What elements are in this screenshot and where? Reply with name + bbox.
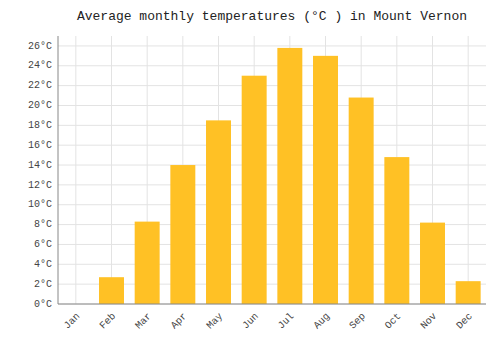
x-tick-labels: Jan Feb Mar Apr May Jun Jul Aug Sep Oct Nov Dec xyxy=(62,311,475,332)
chart: 0°C 2°C 4°C 6°C 8°C 10°C 12°C 14°C 16°C 18°C 20°C 2… xyxy=(0,0,500,350)
x-grid-line xyxy=(468,36,469,304)
bar xyxy=(420,223,445,304)
bar xyxy=(135,222,160,304)
y-grid-line xyxy=(58,184,486,185)
grid xyxy=(58,36,486,304)
x-grid-line xyxy=(75,36,76,304)
x-axis-line xyxy=(58,304,486,305)
x-tick-label: Jun xyxy=(240,311,261,332)
bars xyxy=(99,48,481,304)
y-tick-label: 8°C xyxy=(34,219,52,230)
bar xyxy=(99,277,124,304)
y-grid-line xyxy=(58,204,486,205)
bar xyxy=(456,281,481,304)
y-grid-line xyxy=(58,65,486,66)
x-tick-label: Feb xyxy=(98,311,119,332)
x-tick-label: May xyxy=(205,311,226,332)
bar xyxy=(313,56,338,304)
y-tick-label: 24°C xyxy=(28,60,52,71)
y-grid-line xyxy=(58,304,486,305)
y-tick-label: 20°C xyxy=(28,100,52,111)
y-grid-line xyxy=(58,45,486,46)
x-grid-line xyxy=(111,36,112,304)
x-tick-label: Dec xyxy=(454,311,475,332)
y-tick-label: 26°C xyxy=(28,41,52,52)
bar xyxy=(349,98,374,304)
y-tick-label: 6°C xyxy=(34,239,52,250)
y-tick-label: 2°C xyxy=(34,279,52,290)
x-tick-label: Nov xyxy=(419,311,440,332)
y-tick-label: 18°C xyxy=(28,120,52,131)
x-tick-label: Jan xyxy=(62,311,83,332)
y-grid-line xyxy=(58,125,486,126)
x-tick-label: Apr xyxy=(169,311,190,332)
y-axis-line xyxy=(58,36,59,304)
bar xyxy=(242,76,267,304)
x-tick-label: Aug xyxy=(312,311,333,332)
x-tick-label: Mar xyxy=(133,311,154,332)
y-tick-label: 22°C xyxy=(28,80,52,91)
y-tick-label: 10°C xyxy=(28,199,52,210)
y-grid-line xyxy=(58,105,486,106)
y-tick-label: 4°C xyxy=(34,259,52,270)
y-tick-label: 0°C xyxy=(34,299,52,310)
y-tick-label: 14°C xyxy=(28,160,52,171)
title: Average monthly temperatures (°C ) in Mo… xyxy=(77,9,467,24)
x-tick-label: Oct xyxy=(383,311,404,332)
y-grid-line xyxy=(58,145,486,146)
y-grid-line xyxy=(58,165,486,166)
y-tick-label: 12°C xyxy=(28,180,52,191)
bar xyxy=(206,120,231,304)
x-tick-label: Jul xyxy=(276,311,297,332)
bar xyxy=(384,157,409,304)
y-tick-label: 16°C xyxy=(28,140,52,151)
bar xyxy=(277,48,302,304)
x-tick-label: Sep xyxy=(347,311,368,332)
bar xyxy=(170,165,195,304)
y-tick-labels: 0°C 2°C 4°C 6°C 8°C 10°C 12°C 14°C 16°C 18°C 20°C 2… xyxy=(28,41,52,310)
y-grid-line xyxy=(58,85,486,86)
